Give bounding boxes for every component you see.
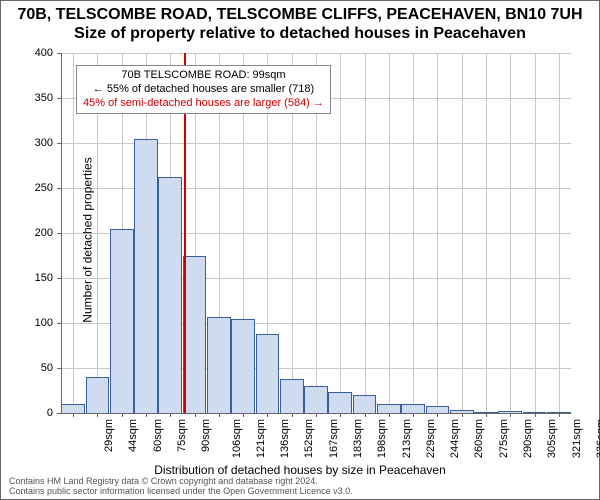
x-tick-label: 260sqm [474,419,486,458]
histogram-bar [377,404,401,413]
title-subtitle: Size of property relative to detached ho… [1,24,599,43]
x-tick-label: 29sqm [103,419,115,452]
y-tick-label: 0 [47,407,53,419]
y-tick-label: 300 [35,137,53,149]
x-tick-label: 213sqm [401,419,413,458]
y-axis-line [61,53,62,413]
y-tick-label: 100 [35,317,53,329]
histogram-bar [61,404,85,413]
histogram-bar [231,319,255,414]
histogram-bar [183,256,207,414]
gridline [510,53,511,413]
x-tick-label: 152sqm [304,419,316,458]
x-tick-label: 60sqm [152,419,164,452]
histogram-bar [280,379,304,413]
histogram-bar [328,392,352,413]
gridline [340,53,341,413]
y-tick-label: 150 [35,272,53,284]
titles: 70B, TELSCOMBE ROAD, TELSCOMBE CLIFFS, P… [1,1,599,43]
x-tick-label: 106sqm [231,419,243,458]
gridline [413,53,414,413]
gridline [559,53,560,413]
histogram-bar [134,139,158,414]
x-tick-label: 321sqm [571,419,583,458]
y-tick-label: 350 [35,92,53,104]
histogram-bar [158,177,182,413]
gridline [462,53,463,413]
annotation-line: 70B TELSCOMBE ROAD: 99sqm [83,69,324,83]
annotation-line: ← 55% of detached houses are smaller (71… [83,83,324,97]
x-tick-label: 198sqm [376,419,388,458]
footer-line-2: Contains public sector information licen… [9,487,353,497]
gridline [486,53,487,413]
histogram-bar [401,404,425,413]
x-tick-label: 44sqm [127,419,139,452]
histogram-bar [353,395,377,413]
x-tick-label: 121sqm [255,419,267,458]
x-tick-label: 305sqm [546,419,558,458]
gridline [389,53,390,413]
annotation-box: 70B TELSCOMBE ROAD: 99sqm← 55% of detach… [76,65,331,114]
histogram-bar [304,386,328,413]
gridline [437,53,438,413]
x-tick-label: 90sqm [200,419,212,452]
histogram-bar [110,229,134,414]
histogram-bar [207,317,231,413]
x-tick-label: 183sqm [352,419,364,458]
annotation-line: 45% of semi-detached houses are larger (… [83,97,324,111]
gridline [365,53,366,413]
x-axis-line [61,413,571,414]
x-tick-label: 75sqm [176,419,188,452]
x-tick-label: 336sqm [595,419,600,458]
title-address: 70B, TELSCOMBE ROAD, TELSCOMBE CLIFFS, P… [1,5,599,24]
histogram-bar [256,334,280,413]
chart-container: 70B, TELSCOMBE ROAD, TELSCOMBE CLIFFS, P… [0,0,600,500]
x-tick-label: 229sqm [425,419,437,458]
footer: Contains HM Land Registry data © Crown c… [9,477,353,497]
y-axis-label: Number of detached properties [81,157,95,322]
gridline [535,53,536,413]
x-tick-label: 136sqm [279,419,291,458]
gridline [73,53,74,413]
x-tick-label: 167sqm [328,419,340,458]
y-tick-label: 250 [35,182,53,194]
x-tick-label: 290sqm [522,419,534,458]
histogram-bar [426,406,450,413]
y-tick-label: 50 [41,362,53,374]
x-tick-label: 275sqm [498,419,510,458]
histogram-bar [86,377,110,413]
x-axis-label: Distribution of detached houses by size … [1,463,599,477]
x-tick-label: 244sqm [449,419,461,458]
y-tick-label: 400 [35,47,53,59]
y-tick-label: 200 [35,227,53,239]
